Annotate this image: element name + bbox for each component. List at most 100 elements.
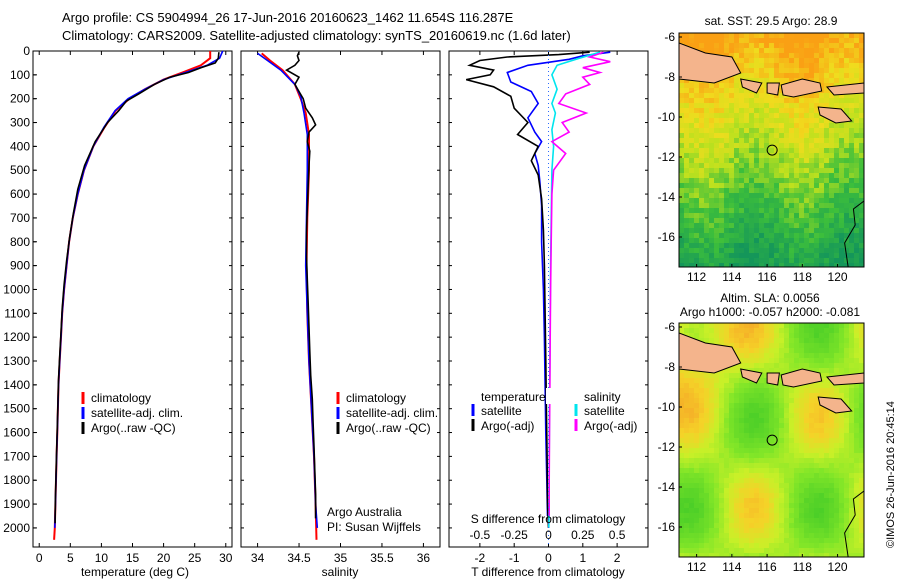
series-line-argo-raw-qc- <box>54 52 220 524</box>
legend-label-climatology: climatology <box>91 391 151 405</box>
temperature-xlabel: temperature (deg C) <box>81 565 189 579</box>
x-tick-label: 1 <box>579 551 586 565</box>
y-tick-label: -16 <box>658 520 676 534</box>
difference-legend: temperature satellite Argo(-adj) salinit… <box>471 388 637 433</box>
land-masses <box>679 42 864 267</box>
y-tick-label: -10 <box>658 400 676 414</box>
salinity-panel-frame <box>240 50 441 548</box>
land-masses <box>679 332 864 557</box>
x-tick-label: 114 <box>722 560 741 574</box>
coastline <box>844 490 864 557</box>
legend-label-s-satellite: satellite <box>584 404 625 418</box>
series-line-s-argo-adj- <box>548 51 611 516</box>
legend-label-argo: Argo(..raw -QC) <box>346 421 431 435</box>
x-tick-label: -1 <box>509 551 520 565</box>
series-line-s-satellite <box>548 51 601 528</box>
x-tick-label: 120 <box>828 560 848 574</box>
x-tick-label: -2 <box>475 551 486 565</box>
y-tick-label: 300 <box>10 116 30 130</box>
legend-label-t-satellite: satellite <box>481 404 522 418</box>
map-frame <box>678 322 865 558</box>
legend-title-salinity: salinity <box>584 390 621 404</box>
y-tick-label: 100 <box>10 68 30 82</box>
y-tick-label: 1300 <box>3 354 30 368</box>
temperature-legend: climatology satellite-adj. clim. Argo(..… <box>81 391 183 435</box>
legend-label-s-argo: Argo(-adj) <box>584 419 637 433</box>
y-tick-label: 1800 <box>3 473 30 487</box>
y-tick-label: -8 <box>664 360 675 374</box>
y-tick-label: 1500 <box>3 402 30 416</box>
y-tick-label: 600 <box>10 187 30 201</box>
y-tick-label: -16 <box>658 230 676 244</box>
legend-label-satellite: satellite-adj. clim. <box>346 406 438 420</box>
y-tick-label: -12 <box>658 440 676 454</box>
y-tick-label: -12 <box>658 150 676 164</box>
header-line-1: Argo profile: CS 5904994_26 17-Jun-2016 … <box>62 10 514 25</box>
y-tick-label: 0 <box>23 44 30 58</box>
float-position-marker <box>766 144 778 156</box>
salinity-xlabel: salinity <box>322 565 359 579</box>
sla-map-title: Altim. SLA: 0.0056 <box>720 291 820 305</box>
x-tick-label: 118 <box>793 270 812 284</box>
y-tick-label: 1400 <box>3 378 30 392</box>
legend-label-climatology: climatology <box>346 391 406 405</box>
map-field <box>679 323 864 557</box>
y-tick-label: 1700 <box>3 449 30 463</box>
y-tick-label: 1000 <box>3 282 30 296</box>
y-tick-label: 2000 <box>3 521 30 535</box>
y-tick-label: 900 <box>10 259 30 273</box>
x-tick-label: 0 <box>36 551 43 565</box>
y-tick-label: 800 <box>10 235 30 249</box>
legend-label-satellite: satellite-adj. clim. <box>91 406 183 420</box>
depth-axis: 0 100 200 300 400 500 600 700 800 900 1000 1100 1200… <box>3 44 37 535</box>
series-line-climatology <box>53 51 212 540</box>
x-tick-label: 2 <box>614 551 621 565</box>
legend-label-argo: Argo(..raw -QC) <box>91 421 176 435</box>
x-tick-label-s: 0 <box>545 528 552 542</box>
island <box>780 78 823 98</box>
y-tick-label: 1900 <box>3 497 30 511</box>
sst-map-title: sat. SST: 29.5 Argo: 28.9 <box>705 14 838 28</box>
series-line-argo-raw-qc- <box>284 51 317 519</box>
x-tick-label: 116 <box>758 270 777 284</box>
y-tick-label: 1200 <box>3 330 30 344</box>
y-tick-label: 400 <box>10 139 30 153</box>
legend-title-backdrop <box>546 388 582 404</box>
x-tick-label: 20 <box>157 551 171 565</box>
y-tick-label: -14 <box>658 190 676 204</box>
island <box>679 42 742 84</box>
island <box>817 106 853 124</box>
y-tick-label: -14 <box>658 480 676 494</box>
y-tick-label: 200 <box>10 92 30 106</box>
salinity-chart: 34 34.5 35 35.5 36 <box>241 50 440 565</box>
difference-xlabel-s: S difference from climatology <box>471 512 626 526</box>
x-tick-label: 118 <box>793 560 812 574</box>
x-tick-label: 34 <box>251 551 265 565</box>
y-tick-label: -8 <box>664 70 675 84</box>
island <box>740 368 763 384</box>
x-tick-label: 112 <box>687 270 706 284</box>
island <box>817 396 853 414</box>
x-tick-label-s: 0.25 <box>571 528 595 542</box>
sla-map-subtitle: Argo h1000: -0.057 h2000: -0.081 <box>680 305 860 319</box>
annotation-argo-australia: Argo Australia <box>327 505 402 519</box>
island <box>780 368 823 388</box>
island <box>766 372 780 386</box>
y-tick-label: 1100 <box>4 306 30 320</box>
x-tick-label-s: 0.5 <box>609 528 626 542</box>
x-tick-label: 15 <box>126 551 140 565</box>
island <box>766 82 780 96</box>
imos-timestamp: ©IMOS 26-Jun-2016 20:45:14 <box>885 401 897 548</box>
sst-map: 112 114 116 118 120 -6 -8 -10 -12 -14 -16 <box>658 30 865 284</box>
x-tick-label: 35 <box>334 551 348 565</box>
map-frame <box>678 32 865 268</box>
island <box>679 332 742 374</box>
x-tick-label: 36 <box>417 551 431 565</box>
x-tick-label: 120 <box>828 270 848 284</box>
header-line-2: Climatology: CARS2009. Satellite-adjuste… <box>62 28 571 43</box>
x-tick-label: 5 <box>67 551 74 565</box>
x-tick-label-s: -0.5 <box>470 528 491 542</box>
x-tick-label: 35.5 <box>370 551 394 565</box>
island <box>825 372 864 386</box>
